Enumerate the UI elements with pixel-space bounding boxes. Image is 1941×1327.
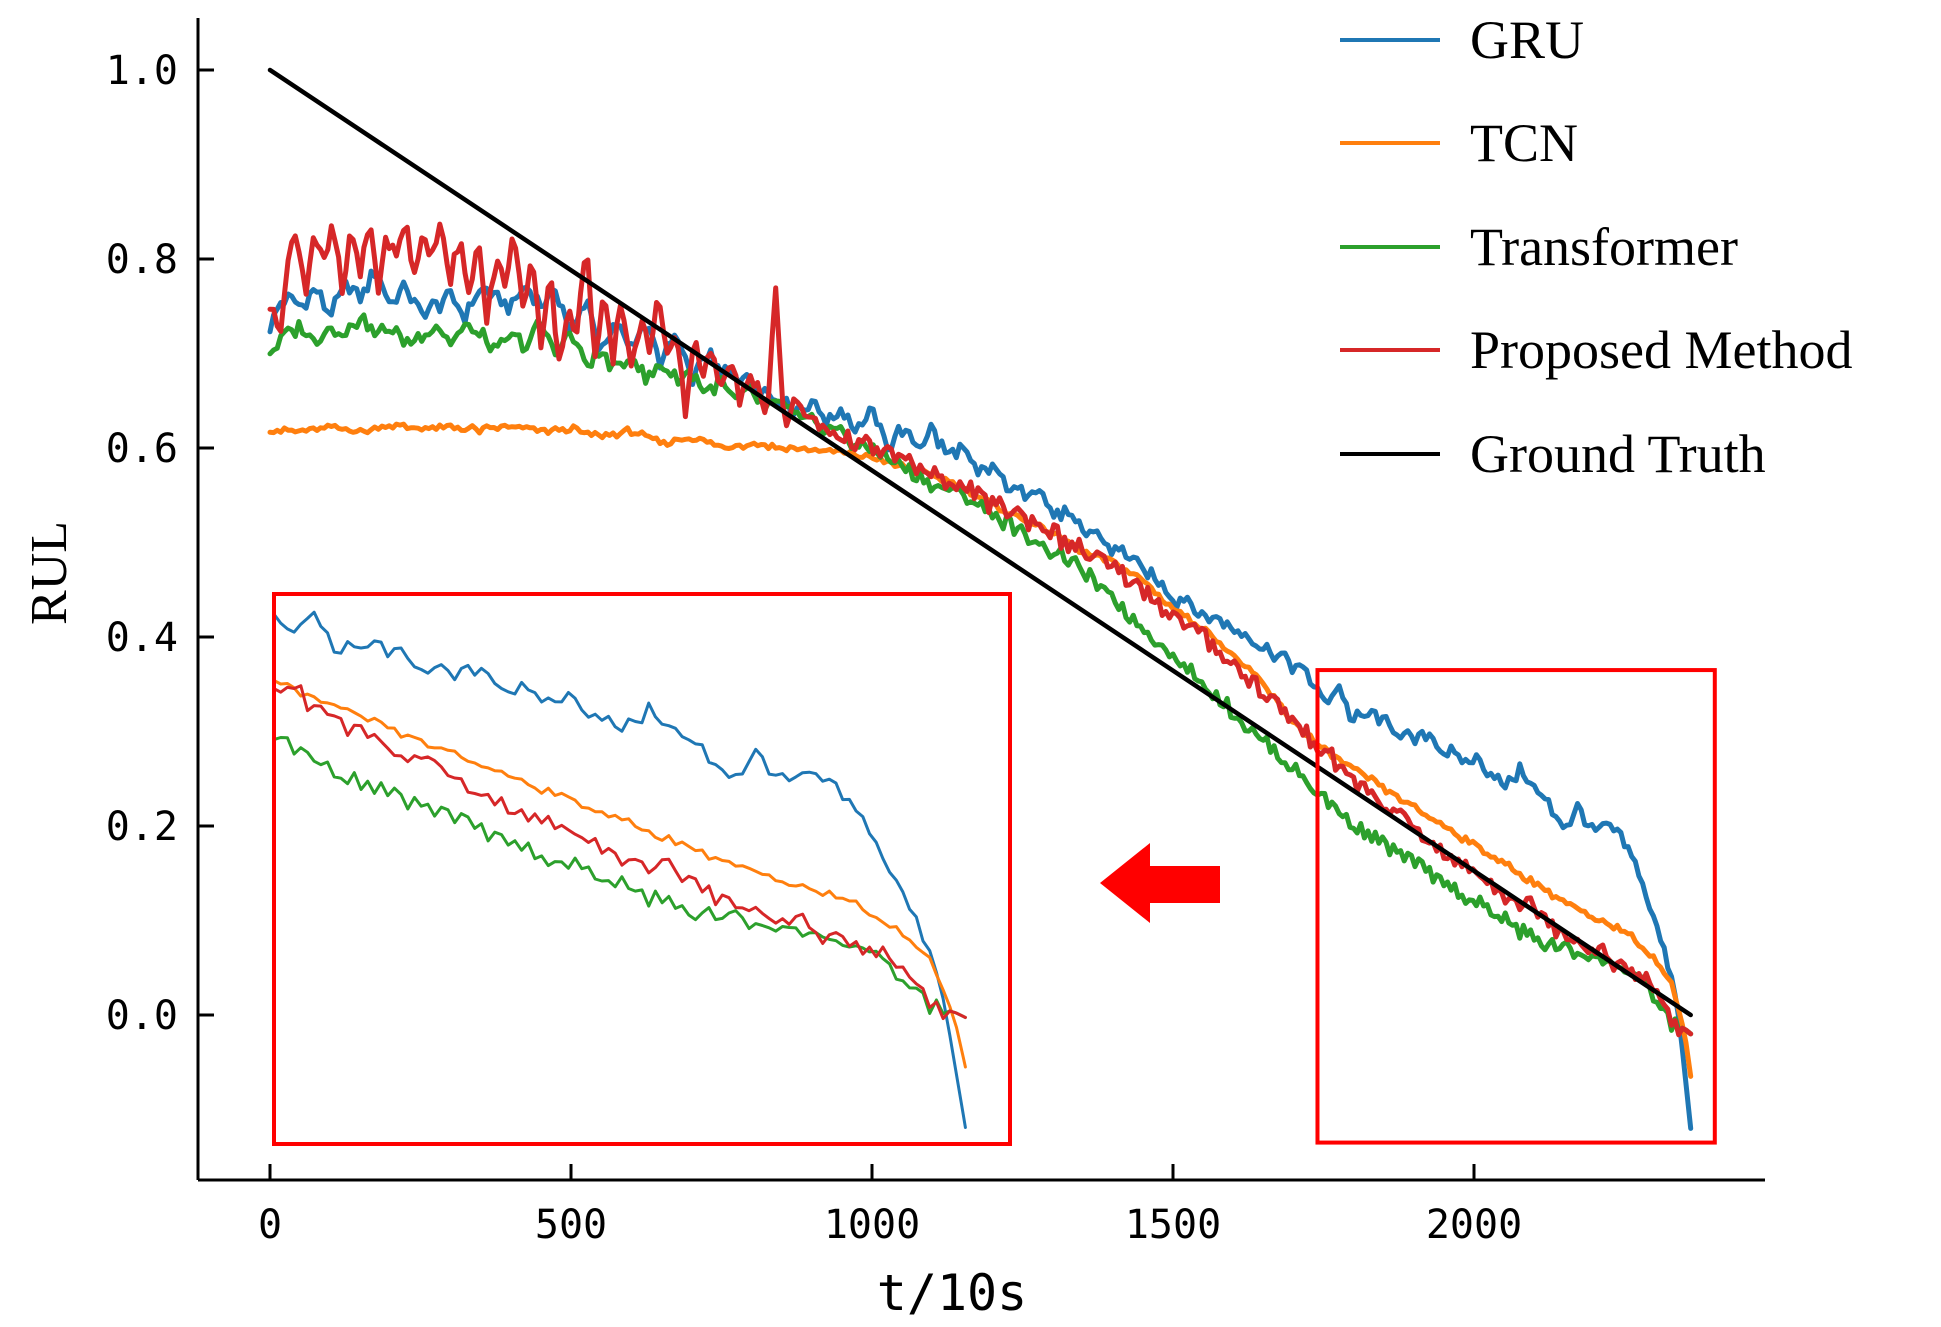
legend-label: Proposed Method xyxy=(1470,320,1852,380)
series-line-proposed-method xyxy=(267,221,1694,1038)
zoom-highlight-box xyxy=(1315,668,1717,1145)
inset-line-transformer xyxy=(276,736,967,1019)
y-tick-label: 0.0 xyxy=(106,993,178,1039)
y-axis-title: RUL xyxy=(21,521,78,625)
series-line-gru xyxy=(267,268,1694,1131)
inset-line-proposed-method xyxy=(276,684,967,1021)
y-tick-label: 0.2 xyxy=(106,804,178,850)
series-line-transformer xyxy=(267,312,1694,1037)
y-ticks: 0.0 0.2 0.4 0.6 0.8 1.0 xyxy=(106,48,214,1039)
series-layer xyxy=(267,67,1694,1131)
zoom-inset-box xyxy=(272,592,1012,1146)
inset-line-tcn xyxy=(276,679,967,1069)
x-tick-label: 0 xyxy=(258,1202,282,1248)
x-axis-title: t/10s xyxy=(877,1264,1028,1322)
y-tick-label: 1.0 xyxy=(106,48,178,94)
series-line-tcn xyxy=(267,421,1694,1079)
legend: GRU TCN Transformer Proposed Method Ground T… xyxy=(1340,10,1852,484)
y-tick-label: 0.6 xyxy=(106,426,178,472)
x-tick-label: 2000 xyxy=(1426,1202,1522,1248)
inset-line-gru xyxy=(276,610,967,1129)
zoom-arrow-icon xyxy=(1100,843,1220,923)
inset-layer xyxy=(276,610,967,1129)
x-tick-label: 1500 xyxy=(1125,1202,1221,1248)
legend-label: GRU xyxy=(1470,10,1584,70)
legend-label: TCN xyxy=(1470,113,1578,173)
series-line-ground-truth xyxy=(267,67,1693,1018)
x-ticks: 0 500 1000 1500 2000 xyxy=(258,1164,1522,1248)
legend-label: Ground Truth xyxy=(1470,424,1766,484)
legend-label: Transformer xyxy=(1470,217,1738,277)
x-tick-label: 1000 xyxy=(824,1202,920,1248)
y-tick-label: 0.8 xyxy=(106,237,178,283)
y-tick-label: 0.4 xyxy=(106,615,178,661)
x-tick-label: 500 xyxy=(535,1202,607,1248)
